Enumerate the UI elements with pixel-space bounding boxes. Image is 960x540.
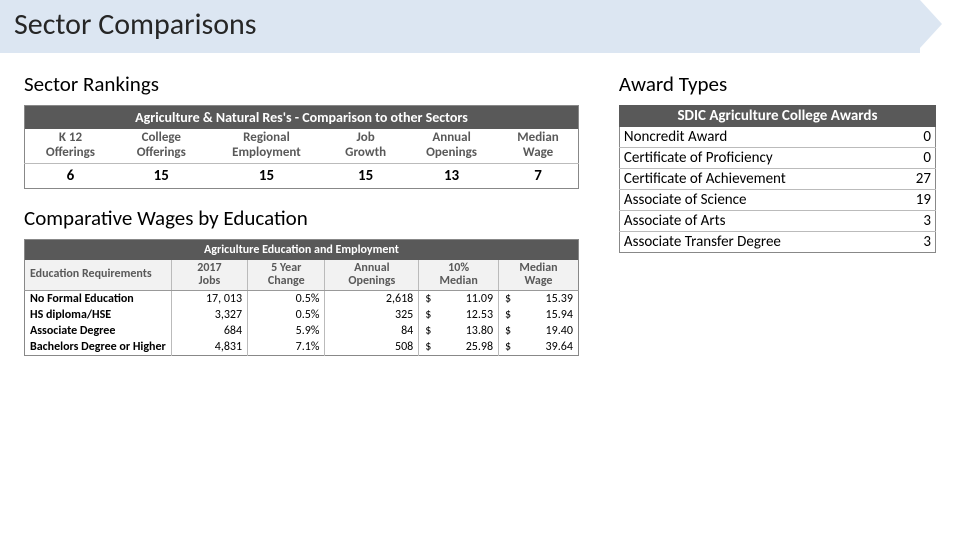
rankings-val-0: 6 xyxy=(25,163,116,188)
table-row: Associate of Arts3 xyxy=(619,211,935,232)
awards-table: SDIC Agriculture College Awards Noncredi… xyxy=(619,105,936,253)
wages-header-row: Education Requirements 2017Jobs 5 YearCh… xyxy=(25,260,579,291)
wages-row-label: HS diploma/HSE xyxy=(25,307,172,323)
rankings-val-1: 15 xyxy=(116,163,207,188)
wages-jobs: 17, 013 xyxy=(171,291,247,308)
wages-p10: $11.09 xyxy=(419,291,499,308)
wages-change: 0.5% xyxy=(248,307,325,323)
wages-title: Agriculture Education and Employment xyxy=(25,239,579,260)
wages-col-1: 5 YearChange xyxy=(248,260,325,291)
award-label: Certificate of Proficiency xyxy=(619,148,895,169)
rankings-col-2: RegionalEmployment xyxy=(207,129,327,163)
content-area: Sector Rankings Agriculture & Natural Re… xyxy=(0,53,960,356)
award-label: Associate of Science xyxy=(619,190,895,211)
award-value: 3 xyxy=(896,211,936,232)
wages-col-3: 10%Median xyxy=(419,260,499,291)
rankings-val-5: 7 xyxy=(498,163,578,188)
rankings-col-0: K 12Offerings xyxy=(25,129,116,163)
wages-row-label: Associate Degree xyxy=(25,323,172,339)
table-row: Associate Degree6845.9%84$13.80$19.40 xyxy=(25,323,579,339)
table-row: Associate Transfer Degree3 xyxy=(619,232,935,253)
wages-row-label: Bachelors Degree or Higher xyxy=(25,339,172,356)
wages-p10: $13.80 xyxy=(419,323,499,339)
wages-change: 5.9% xyxy=(248,323,325,339)
table-row: HS diploma/HSE3,3270.5%325$12.53$15.94 xyxy=(25,307,579,323)
wages-median: $15.94 xyxy=(499,307,579,323)
wages-change: 7.1% xyxy=(248,339,325,356)
wages-median: $39.64 xyxy=(499,339,579,356)
wages-col-4: MedianWage xyxy=(499,260,579,291)
award-value: 0 xyxy=(896,148,936,169)
award-value: 19 xyxy=(896,190,936,211)
page-title: Sector Comparisons xyxy=(14,6,906,43)
awards-title: SDIC Agriculture College Awards xyxy=(619,105,935,127)
award-value: 3 xyxy=(896,232,936,253)
table-row: No Formal Education17, 0130.5%2,618$11.0… xyxy=(25,291,579,308)
award-label: Noncredit Award xyxy=(619,127,895,148)
rankings-title: Agriculture & Natural Res's - Comparison… xyxy=(25,106,579,130)
rankings-col-4: AnnualOpenings xyxy=(405,129,498,163)
table-row: Associate of Science19 xyxy=(619,190,935,211)
wages-table: Agriculture Education and Employment Edu… xyxy=(24,239,579,356)
rankings-val-4: 13 xyxy=(405,163,498,188)
rankings-header-row: K 12Offerings CollegeOfferings RegionalE… xyxy=(25,129,579,163)
awards-heading: Award Types xyxy=(619,71,936,97)
rankings-col-5: MedianWage xyxy=(498,129,578,163)
award-label: Associate Transfer Degree xyxy=(619,232,895,253)
wages-jobs: 4,831 xyxy=(171,339,247,356)
rankings-value-row: 6 15 15 15 13 7 xyxy=(25,163,579,188)
award-label: Associate of Arts xyxy=(619,211,895,232)
wages-median: $19.40 xyxy=(499,323,579,339)
rankings-col-1: CollegeOfferings xyxy=(116,129,207,163)
left-column: Sector Rankings Agriculture & Natural Re… xyxy=(24,71,579,356)
rankings-heading: Sector Rankings xyxy=(24,71,579,97)
wages-openings: 508 xyxy=(325,339,419,356)
table-row: Noncredit Award0 xyxy=(619,127,935,148)
wages-jobs: 3,327 xyxy=(171,307,247,323)
right-column: Award Types SDIC Agriculture College Awa… xyxy=(619,71,936,356)
rankings-table: Agriculture & Natural Res's - Comparison… xyxy=(24,105,579,189)
wages-p10: $25.98 xyxy=(419,339,499,356)
wages-col-2: AnnualOpenings xyxy=(325,260,419,291)
wages-change: 0.5% xyxy=(248,291,325,308)
rankings-col-3: JobGrowth xyxy=(326,129,405,163)
table-row: Certificate of Achievement27 xyxy=(619,169,935,190)
wages-jobs: 684 xyxy=(171,323,247,339)
award-value: 0 xyxy=(896,127,936,148)
table-row: Certificate of Proficiency0 xyxy=(619,148,935,169)
award-label: Certificate of Achievement xyxy=(619,169,895,190)
rankings-val-2: 15 xyxy=(207,163,327,188)
wages-col-edreq: Education Requirements xyxy=(25,260,172,291)
wages-col-0: 2017Jobs xyxy=(171,260,247,291)
wages-openings: 2,618 xyxy=(325,291,419,308)
wages-median: $15.39 xyxy=(499,291,579,308)
wages-row-label: No Formal Education xyxy=(25,291,172,308)
wages-openings: 325 xyxy=(325,307,419,323)
wages-openings: 84 xyxy=(325,323,419,339)
title-banner: Sector Comparisons xyxy=(0,0,920,53)
rankings-val-3: 15 xyxy=(326,163,405,188)
wages-p10: $12.53 xyxy=(419,307,499,323)
table-row: Bachelors Degree or Higher4,8317.1%508$2… xyxy=(25,339,579,356)
award-value: 27 xyxy=(896,169,936,190)
wages-heading: Comparative Wages by Education xyxy=(24,205,579,231)
